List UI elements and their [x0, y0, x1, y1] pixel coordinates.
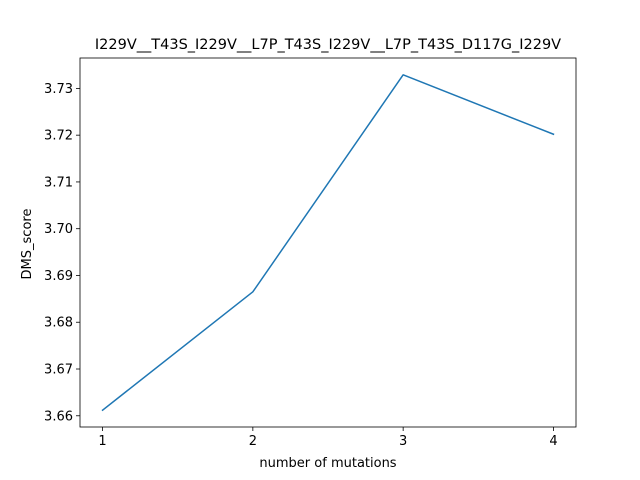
- x-axis-label: number of mutations: [259, 456, 396, 471]
- y-tick-label: 3.68: [44, 316, 73, 331]
- x-tick-label: 1: [98, 434, 106, 449]
- chart-title: I229V__T43S_I229V__L7P_T43S_I229V__L7P_T…: [95, 37, 561, 53]
- series-line-0: [101, 74, 555, 412]
- x-tick-label: 3: [399, 434, 407, 449]
- axes-frame: [79, 57, 577, 428]
- y-tick-label: 3.69: [44, 269, 73, 284]
- y-axis-label: DMS_score: [20, 209, 35, 280]
- plot-area: 1 2 3 4 3.66 3.67 3.68 3.69 3.70 3.71 3.72 3.73: [44, 57, 577, 449]
- y-tick-label: 3.66: [44, 409, 73, 424]
- x-tick-label: 2: [249, 434, 257, 449]
- y-tick-label: 3.72: [44, 129, 73, 144]
- x-tick-label: 4: [549, 434, 557, 449]
- y-tick-label: 3.71: [44, 175, 73, 190]
- y-tick-label: 3.73: [44, 82, 73, 97]
- y-tick-label: 3.67: [44, 363, 73, 378]
- y-tick-label: 3.70: [44, 222, 73, 237]
